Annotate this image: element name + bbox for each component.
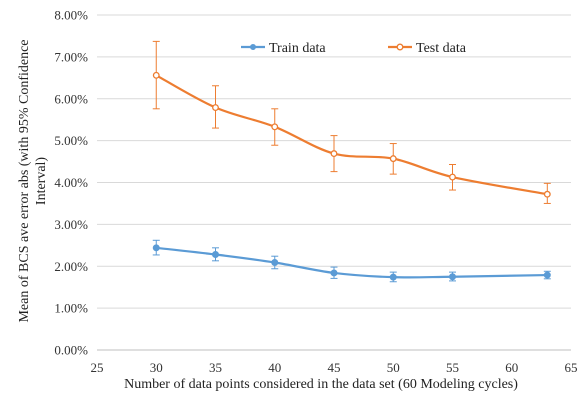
legend: Train data Test data: [241, 41, 467, 56]
train-data-series: [152, 239, 551, 283]
grid-layer: [97, 14, 571, 351]
series-layer: [152, 40, 551, 283]
data-point: [389, 155, 397, 163]
legend-swatch-marker: [396, 43, 404, 51]
y-tick-label: 7.00%: [54, 49, 88, 64]
data-point: [212, 251, 219, 259]
legend-item-test-data: Test data: [388, 41, 467, 56]
x-tick-label: 40: [268, 360, 281, 375]
test-data-line: [155, 74, 549, 196]
axis-layer: 0.00% 1.00% 2.00% 3.00% 4.00% 5.00% 6.00% 7.00%…: [54, 8, 577, 376]
data-point: [449, 273, 456, 281]
y-tick-label: 4.00%: [54, 175, 88, 190]
data-point: [449, 173, 456, 181]
data-point: [152, 71, 160, 79]
x-tick-label: 55: [446, 360, 459, 375]
x-tick-label: 65: [565, 360, 578, 375]
y-axis-title-line-1: Mean of BCS ave error abs (with 95% Conf…: [17, 39, 32, 322]
data-point: [389, 273, 397, 281]
legend-label: Test data: [416, 41, 467, 56]
legend-item-train-data: Train data: [241, 41, 326, 56]
x-tick-label: 30: [150, 360, 163, 375]
data-point: [543, 271, 551, 279]
y-axis-title-line-2: Interval): [34, 157, 49, 206]
test-data-series: [152, 40, 551, 204]
y-axis-title: Mean of BCS ave error abs (with 95% Conf…: [17, 39, 49, 322]
x-tick-label: 35: [209, 360, 222, 375]
y-tick-label: 5.00%: [54, 133, 88, 148]
data-point: [330, 269, 338, 277]
data-point: [543, 190, 551, 198]
x-axis-title: Number of data points considered in the …: [124, 377, 518, 392]
x-tick-label: 45: [328, 360, 341, 375]
data-point: [212, 104, 219, 111]
data-point: [271, 258, 279, 266]
x-tick-label: 60: [505, 360, 518, 375]
data-point: [271, 123, 279, 131]
y-tick-label: 6.00%: [54, 91, 88, 106]
x-tick-label: 25: [91, 360, 104, 375]
y-tick-label: 0.00%: [54, 343, 88, 358]
y-tick-label: 2.00%: [54, 259, 88, 274]
y-tick-label: 8.00%: [54, 8, 88, 23]
x-tick-label: 50: [387, 360, 400, 375]
legend-label: Train data: [269, 41, 326, 56]
y-tick-label: 1.00%: [54, 301, 88, 316]
legend-swatch-marker: [250, 44, 256, 50]
data-point: [330, 150, 338, 158]
y-tick-label: 3.00%: [54, 217, 88, 232]
data-point: [152, 244, 160, 252]
